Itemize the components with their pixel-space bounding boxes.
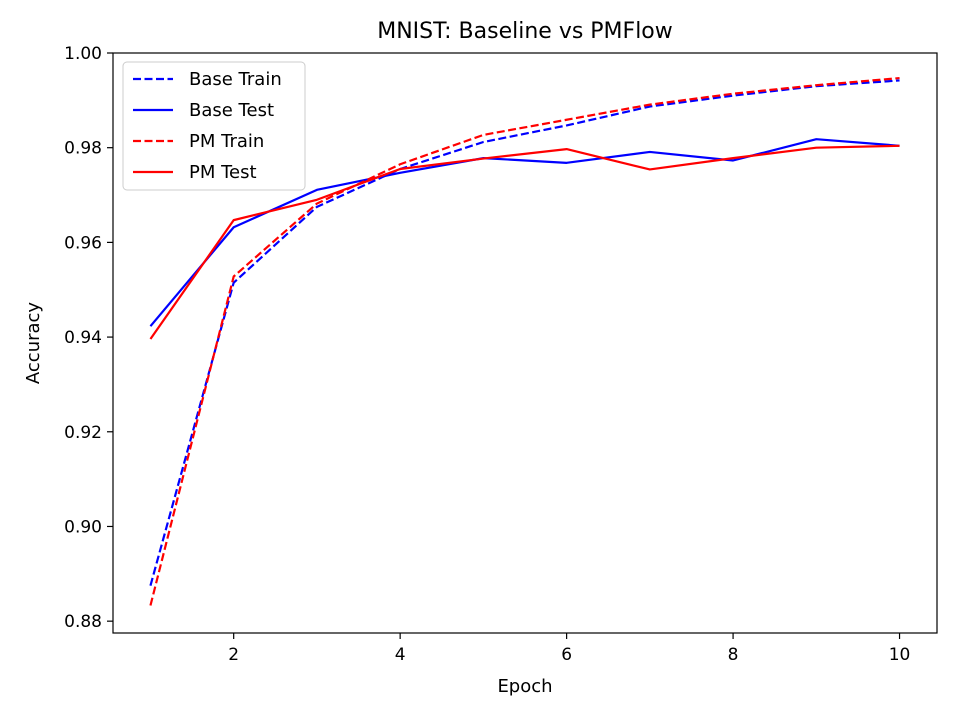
- legend-label: Base Test: [189, 100, 274, 121]
- x-tick-label: 4: [395, 645, 406, 665]
- series-lines: [149, 76, 900, 606]
- legend-box: [122, 61, 306, 191]
- legend-label: Base Train: [189, 69, 282, 90]
- y-axis: 0.88 0.90 0.92 0.94 0.96 0.98 1.00: [64, 44, 113, 632]
- x-axis: 2 4 6 8 10: [228, 633, 910, 665]
- y-tick-label: 0.96: [64, 233, 102, 253]
- y-axis-label: Accuracy: [23, 302, 44, 385]
- x-tick-label: 6: [561, 645, 572, 665]
- y-tick-label: 0.90: [64, 517, 102, 537]
- y-tick-label: 0.92: [64, 423, 102, 443]
- x-tick-label: 8: [728, 645, 739, 665]
- x-axis-label: Epoch: [497, 676, 552, 697]
- y-tick-label: 0.88: [64, 612, 102, 632]
- x-tick-label: 10: [889, 645, 911, 665]
- legend-label: PM Test: [189, 162, 257, 183]
- series-line-base-train: [149, 79, 900, 586]
- series-line-base-test: [149, 138, 900, 327]
- plot-frame: [112, 52, 938, 634]
- legend: Base Train Base Test PM Train PM Test: [122, 61, 306, 191]
- y-tick-label: 0.98: [64, 139, 102, 159]
- y-tick-label: 0.94: [64, 328, 102, 348]
- chart-title: MNIST: Baseline vs PMFlow: [377, 19, 673, 44]
- plot-area: [112, 52, 938, 634]
- x-tick-label: 2: [228, 645, 239, 665]
- series-line-pm-test: [149, 144, 900, 340]
- legend-label: PM Train: [189, 131, 264, 152]
- y-tick-label: 1.00: [64, 44, 102, 64]
- series-line-pm-train: [149, 76, 900, 606]
